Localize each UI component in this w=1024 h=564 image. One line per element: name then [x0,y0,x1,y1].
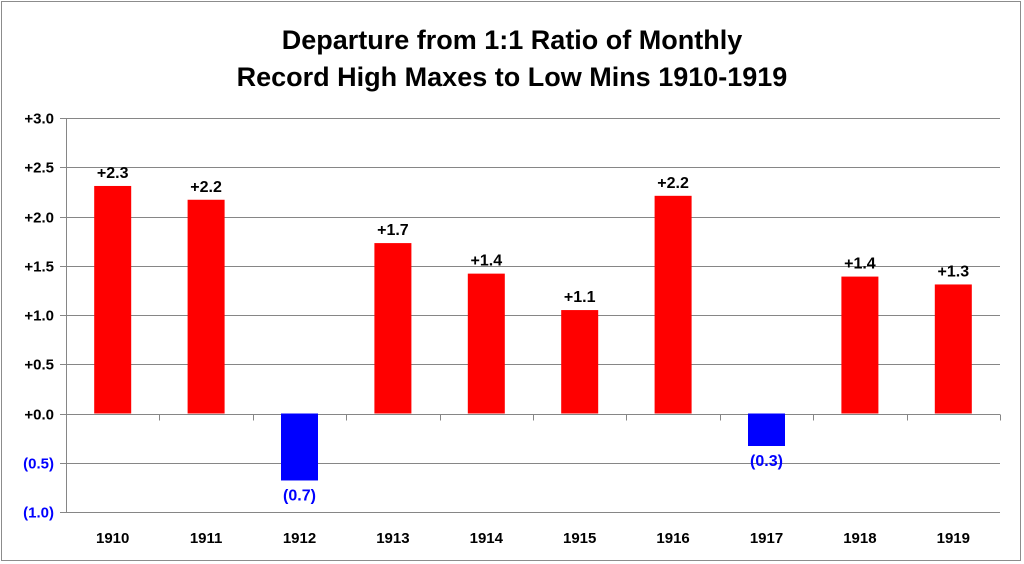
data-label-1913: +1.7 [377,222,409,239]
x-tick-label: 1919 [937,530,970,547]
x-tick-label: 1915 [563,530,596,547]
x-tick-label: 1910 [96,530,129,547]
data-label-1917: (0.3) [750,453,783,470]
y-tick-label: (0.5) [23,456,54,473]
data-label-1910: +2.3 [97,165,129,182]
data-label-1918: +1.4 [844,256,876,273]
bar-1910 [94,185,132,414]
x-tick-label: 1914 [470,530,504,547]
bar-1916 [654,195,692,414]
x-tick-label: 1913 [376,530,409,547]
x-tick-label: 1912 [283,530,316,547]
x-tick-label: 1917 [750,530,783,547]
bar-1912 [281,413,318,481]
bar-1919 [934,284,972,414]
x-tick-label: 1916 [656,530,689,547]
chart-title: Departure from 1:1 Ratio of Monthly Reco… [0,22,1024,96]
bar-1918 [841,276,879,414]
y-tick-label: +2.0 [24,210,54,227]
y-tick-label: +1.0 [24,308,54,325]
data-label-1912: (0.7) [283,487,316,504]
bar-1911 [187,199,225,414]
y-tick-label: +1.5 [24,259,54,276]
x-tick-label: 1918 [843,530,876,547]
y-tick-label: +0.0 [24,407,54,424]
x-tick-label: 1911 [190,530,223,547]
data-label-1911: +2.2 [190,179,222,196]
chart-title-line-2: Record High Maxes to Low Mins 1910-1919 [236,62,788,92]
data-label-1914: +1.4 [471,253,503,270]
y-tick-label: +2.5 [24,160,54,177]
bar-1913 [374,243,412,414]
bar-1915 [561,310,599,414]
y-tick-label: +3.0 [24,111,54,128]
data-label-1916: +2.2 [657,175,689,192]
data-label-1915: +1.1 [564,289,596,306]
bar-1914 [467,273,505,414]
data-label-1919: +1.3 [938,263,970,280]
y-tick-label: +0.5 [24,357,54,374]
chart-title-line-1: Departure from 1:1 Ratio of Monthly [281,25,743,55]
bar-1917 [748,413,785,447]
y-tick-label: (1.0) [23,505,54,522]
